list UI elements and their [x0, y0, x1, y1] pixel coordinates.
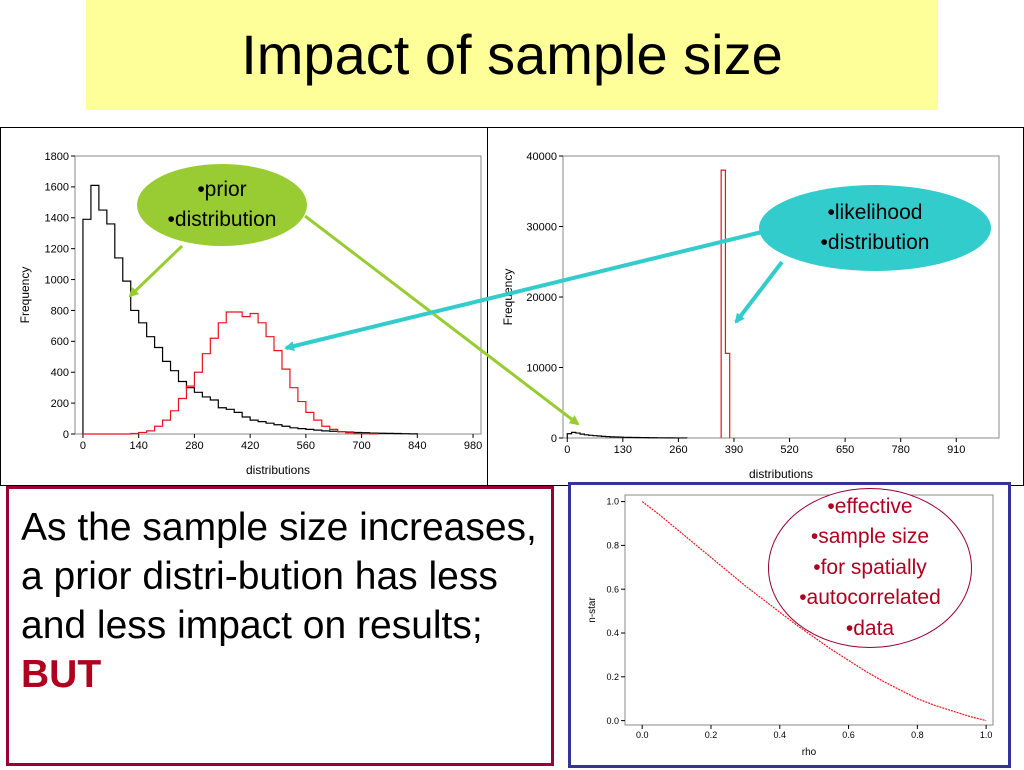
effective-callout-line-2: •sample size	[810, 525, 930, 549]
likelihood-callout-line-1: •likelihood	[827, 201, 923, 224]
effective-callout-line-1: •effective	[827, 494, 913, 518]
prior-callout: •prior •distribution	[137, 164, 307, 246]
x-axis-label: rho	[802, 747, 817, 758]
y-tick-label: 800	[51, 305, 69, 317]
y-tick-label: 0.8	[606, 541, 619, 551]
y-tick-label: 400	[51, 367, 69, 379]
y-tick-label: 1400	[45, 213, 69, 225]
x-tick-label: 1.0	[980, 730, 993, 740]
x-tick-label: 780	[892, 444, 910, 456]
x-tick-label: 650	[836, 444, 854, 456]
y-tick-label: 10000	[526, 362, 557, 374]
x-tick-label: 420	[241, 440, 259, 452]
body-text-main: As the sample size increases, a prior di…	[21, 506, 537, 647]
x-tick-label: 0	[80, 440, 86, 452]
effective-callout-line-3: •for spatially	[813, 555, 927, 579]
body-text-box: As the sample size increases, a prior di…	[6, 486, 554, 766]
x-axis-label: distributions	[749, 467, 813, 481]
y-tick-label: 0	[63, 429, 69, 441]
y-tick-label: 600	[51, 336, 69, 348]
body-text: As the sample size increases, a prior di…	[21, 503, 551, 699]
y-tick-label: 1600	[45, 182, 69, 194]
x-tick-label: 140	[130, 440, 148, 452]
x-tick-label: 0.6	[842, 730, 855, 740]
likelihood-histogram-panel: 0 130 260 390 520 650 780 910 0 10000 20000 30000 40…	[487, 127, 1024, 486]
effective-callout-line-4: •autocorrelated	[799, 586, 941, 610]
x-tick-label: 130	[614, 444, 632, 456]
effective-callout-line-5: •data	[845, 616, 895, 640]
plot-frame	[624, 494, 994, 726]
title-banner: Impact of sample size	[86, 0, 938, 110]
x-tick-label: 260	[669, 444, 687, 456]
y-tick-label: 1000	[45, 274, 69, 286]
prior-callout-line-1: •prior	[197, 178, 247, 201]
effective-sample-callout: •effective •sample size •for spatially •…	[768, 488, 972, 648]
x-tick-label: 390	[725, 444, 743, 456]
x-tick-label: 700	[352, 440, 370, 452]
slide-title: Impact of sample size	[241, 23, 783, 86]
x-tick-label: 280	[185, 440, 203, 452]
x-tick-label: 0.8	[911, 730, 924, 740]
x-tick-label: 0	[564, 444, 570, 456]
x-tick-label: 560	[297, 440, 315, 452]
x-tick-label: 0.0	[636, 730, 649, 740]
x-tick-label: 0.2	[705, 730, 718, 740]
prior-callout-line-2: •distribution	[167, 208, 277, 231]
y-tick-label: 40000	[526, 151, 557, 163]
y-tick-label: 1800	[45, 151, 69, 163]
y-tick-label: 20000	[526, 292, 557, 304]
y-tick-label: 30000	[526, 221, 557, 233]
y-tick-label: 0.0	[606, 716, 619, 726]
x-axis-label: distributions	[246, 463, 310, 477]
x-tick-label: 0.4	[774, 730, 787, 740]
body-text-emphasis: BUT	[21, 653, 102, 696]
x-tick-label: 980	[464, 440, 482, 452]
likelihood-histogram-chart: 0 130 260 390 520 650 780 910 0 10000 20000 30000 40…	[501, 151, 1000, 481]
y-tick-label: 0.6	[606, 584, 619, 594]
line-series-0	[641, 501, 987, 722]
y-tick-label: 1.0	[606, 497, 619, 507]
prior-histogram-chart: 0 140 280 420 560 700 840 980 0 200 400 600 800 1000 1…	[18, 151, 482, 477]
likelihood-callout: •likelihood •distribution	[759, 185, 991, 271]
y-axis-label: Frequency	[501, 269, 515, 326]
y-tick-label: 0.2	[606, 672, 619, 682]
histogram-series-1	[82, 311, 379, 435]
y-tick-label: 1200	[45, 244, 69, 256]
y-tick-label: 0	[551, 433, 557, 445]
histogram-series-0	[566, 431, 688, 439]
histogram-series-1	[720, 169, 731, 438]
y-axis-label: Frequency	[18, 267, 32, 324]
histogram-series-0	[82, 184, 418, 435]
x-tick-label: 840	[408, 440, 426, 452]
y-axis-label: n-star	[587, 597, 598, 623]
x-tick-label: 520	[780, 444, 798, 456]
likelihood-callout-line-2: •distribution	[820, 231, 930, 254]
nstar-line-chart: 0.0 0.2 0.4 0.6 0.8 1.0 0.0 0.2 0.4 0.6 0.8 1.0 rho n…	[587, 494, 994, 758]
x-tick-label: 910	[947, 444, 965, 456]
y-tick-label: 0.4	[606, 628, 619, 638]
y-tick-label: 200	[51, 398, 69, 410]
